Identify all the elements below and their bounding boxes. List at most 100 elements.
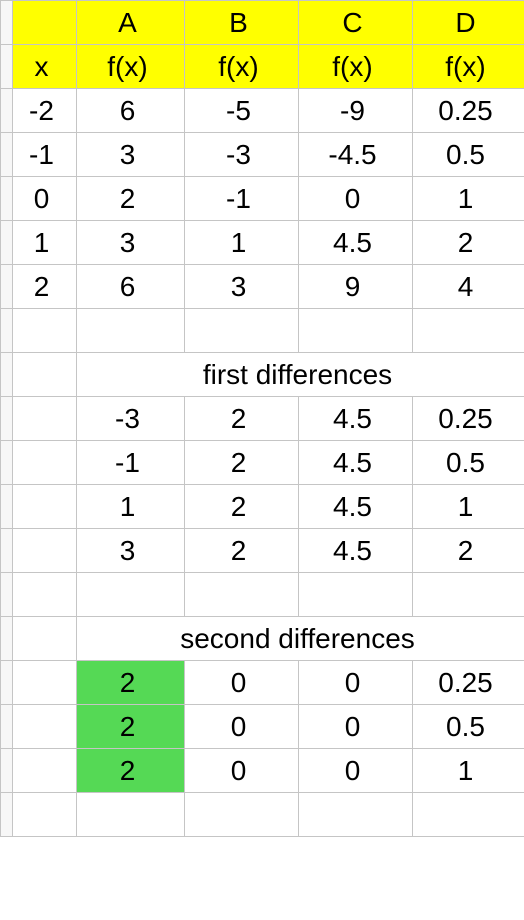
cell[interactable]: 1 <box>77 485 185 529</box>
cell[interactable]: 0.5 <box>413 441 524 485</box>
cell[interactable]: 4.5 <box>299 441 413 485</box>
empty-cell[interactable] <box>299 793 413 837</box>
cell[interactable]: 2 <box>185 485 299 529</box>
table-row: 2 0 0 1 <box>1 749 524 793</box>
cell[interactable]: 1 <box>413 485 524 529</box>
empty-cell[interactable] <box>413 573 524 617</box>
section-title-row: first differences <box>1 353 524 397</box>
empty-cell[interactable] <box>299 573 413 617</box>
cell[interactable]: 1 <box>13 221 77 265</box>
subheader-cell[interactable]: f(x) <box>413 45 524 89</box>
cell[interactable]: -3 <box>185 133 299 177</box>
cell[interactable]: -1 <box>77 441 185 485</box>
row-gutter <box>1 529 13 573</box>
empty-cell[interactable] <box>185 573 299 617</box>
first-differences-title[interactable]: first differences <box>77 353 524 397</box>
cell[interactable]: 2 <box>185 529 299 573</box>
empty-cell[interactable] <box>299 309 413 353</box>
cell[interactable]: 6 <box>77 89 185 133</box>
cell[interactable]: 3 <box>77 529 185 573</box>
cell[interactable]: 0.25 <box>413 397 524 441</box>
table-row: -2 6 -5 -9 0.25 <box>1 89 524 133</box>
empty-cell[interactable] <box>77 793 185 837</box>
highlighted-cell[interactable]: 2 <box>77 705 185 749</box>
cell[interactable]: 0 <box>185 661 299 705</box>
cell[interactable]: 0 <box>299 749 413 793</box>
empty-cell[interactable] <box>13 485 77 529</box>
cell[interactable]: 0.25 <box>413 89 524 133</box>
highlighted-cell[interactable]: 2 <box>77 749 185 793</box>
empty-cell[interactable] <box>13 661 77 705</box>
cell[interactable]: 4.5 <box>299 485 413 529</box>
header-cell[interactable]: D <box>413 1 524 45</box>
spreadsheet-table[interactable]: A B C D x f(x) f(x) f(x) f(x) -2 6 -5 -9… <box>0 0 524 837</box>
cell[interactable]: 2 <box>413 221 524 265</box>
empty-cell[interactable] <box>185 793 299 837</box>
header-cell[interactable]: A <box>77 1 185 45</box>
cell[interactable]: -1 <box>185 177 299 221</box>
cell[interactable]: 3 <box>77 221 185 265</box>
empty-cell[interactable] <box>13 573 77 617</box>
cell[interactable]: 2 <box>413 529 524 573</box>
row-gutter <box>1 573 13 617</box>
cell[interactable]: -4.5 <box>299 133 413 177</box>
cell[interactable]: -1 <box>13 133 77 177</box>
cell[interactable]: -5 <box>185 89 299 133</box>
cell[interactable]: 0 <box>13 177 77 221</box>
cell[interactable]: 0 <box>185 705 299 749</box>
empty-cell[interactable] <box>13 353 77 397</box>
row-gutter <box>1 265 13 309</box>
empty-cell[interactable] <box>77 573 185 617</box>
cell[interactable]: 4.5 <box>299 529 413 573</box>
subheader-cell[interactable]: f(x) <box>185 45 299 89</box>
subheader-cell[interactable]: f(x) <box>77 45 185 89</box>
cell[interactable]: 2 <box>13 265 77 309</box>
empty-cell[interactable] <box>77 309 185 353</box>
cell[interactable]: 4.5 <box>299 397 413 441</box>
empty-cell[interactable] <box>13 705 77 749</box>
cell[interactable]: -3 <box>77 397 185 441</box>
cell[interactable]: 0.5 <box>413 705 524 749</box>
empty-cell[interactable] <box>413 793 524 837</box>
cell[interactable]: 0 <box>299 661 413 705</box>
cell[interactable]: 9 <box>299 265 413 309</box>
cell[interactable]: 2 <box>185 441 299 485</box>
empty-cell[interactable] <box>13 397 77 441</box>
empty-cell[interactable] <box>13 309 77 353</box>
cell[interactable]: 0 <box>185 749 299 793</box>
empty-cell[interactable] <box>185 309 299 353</box>
cell[interactable]: 0 <box>299 177 413 221</box>
row-gutter <box>1 89 13 133</box>
cell[interactable]: 3 <box>185 265 299 309</box>
empty-cell[interactable] <box>13 441 77 485</box>
cell[interactable]: -9 <box>299 89 413 133</box>
cell[interactable]: 6 <box>77 265 185 309</box>
table-row: -1 2 4.5 0.5 <box>1 441 524 485</box>
header-cell[interactable] <box>13 1 77 45</box>
cell[interactable]: 1 <box>413 177 524 221</box>
highlighted-cell[interactable]: 2 <box>77 661 185 705</box>
empty-cell[interactable] <box>413 309 524 353</box>
empty-row <box>1 309 524 353</box>
cell[interactable]: 0.5 <box>413 133 524 177</box>
subheader-cell[interactable]: f(x) <box>299 45 413 89</box>
subheader-cell[interactable]: x <box>13 45 77 89</box>
empty-row <box>1 793 524 837</box>
cell[interactable]: 1 <box>413 749 524 793</box>
cell[interactable]: -2 <box>13 89 77 133</box>
cell[interactable]: 2 <box>77 177 185 221</box>
second-differences-title[interactable]: second differences <box>77 617 524 661</box>
empty-cell[interactable] <box>13 617 77 661</box>
cell[interactable]: 3 <box>77 133 185 177</box>
cell[interactable]: 2 <box>185 397 299 441</box>
cell[interactable]: 0.25 <box>413 661 524 705</box>
cell[interactable]: 1 <box>185 221 299 265</box>
header-cell[interactable]: C <box>299 1 413 45</box>
cell[interactable]: 4 <box>413 265 524 309</box>
empty-cell[interactable] <box>13 749 77 793</box>
cell[interactable]: 0 <box>299 705 413 749</box>
header-cell[interactable]: B <box>185 1 299 45</box>
empty-cell[interactable] <box>13 529 77 573</box>
cell[interactable]: 4.5 <box>299 221 413 265</box>
empty-cell[interactable] <box>13 793 77 837</box>
